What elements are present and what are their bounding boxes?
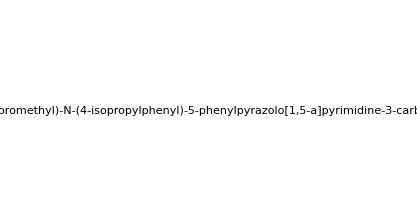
Text: 7-(difluoromethyl)-N-(4-isopropylphenyl)-5-phenylpyrazolo[1,5-a]pyrimidine-3-car: 7-(difluoromethyl)-N-(4-isopropylphenyl)… [0, 106, 417, 116]
